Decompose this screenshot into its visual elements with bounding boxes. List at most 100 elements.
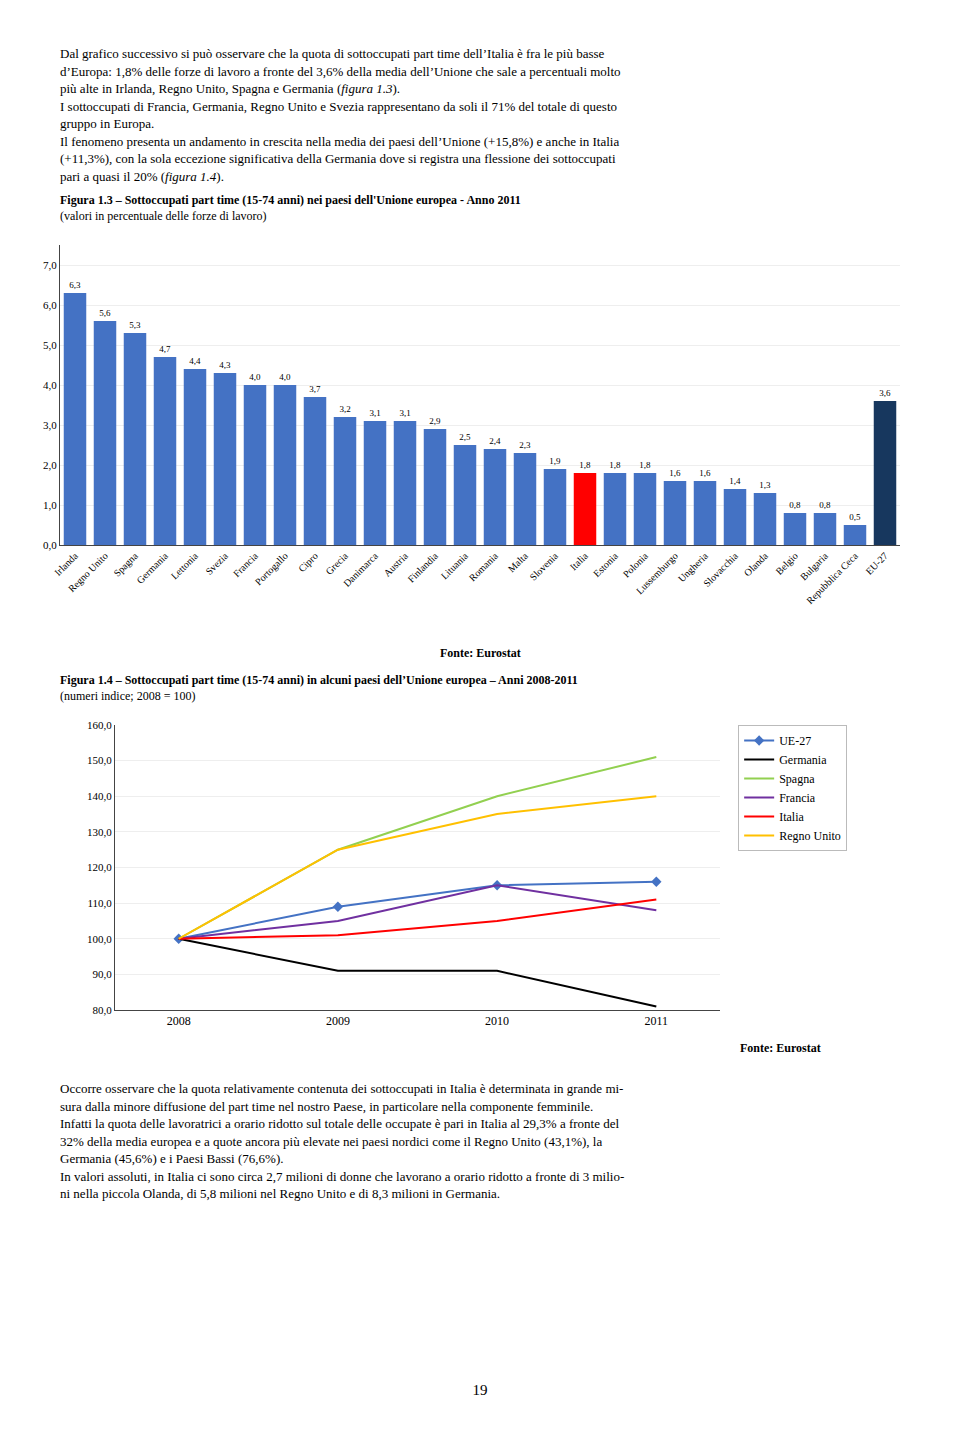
svg-text:Lettonia: Lettonia <box>169 550 201 582</box>
svg-text:80,0: 80,0 <box>93 1004 113 1016</box>
svg-text:Finlandia: Finlandia <box>405 550 440 585</box>
svg-text:Fonte: Eurostat: Fonte: Eurostat <box>740 1041 821 1055</box>
svg-text:Lituania: Lituania <box>439 550 471 582</box>
svg-text:Romania: Romania <box>467 550 501 584</box>
svg-text:Grecia: Grecia <box>323 550 350 577</box>
svg-text:Lussemburgo: Lussemburgo <box>634 550 680 596</box>
svg-text:Belgio: Belgio <box>773 550 800 577</box>
svg-text:Ungheria: Ungheria <box>676 550 710 584</box>
svg-text:Polonia: Polonia <box>621 550 651 580</box>
svg-text:4,4: 4,4 <box>189 356 201 366</box>
svg-text:140,0: 140,0 <box>87 790 112 802</box>
svg-text:0,0: 0,0 <box>43 539 57 551</box>
svg-text:4,3: 4,3 <box>219 360 231 370</box>
svg-text:Regno Unito: Regno Unito <box>66 550 110 594</box>
svg-text:5,6: 5,6 <box>99 308 111 318</box>
html-text:Dal grafico successivo si può: Dal grafico successivo si può osservare … <box>60 46 605 61</box>
svg-text:0,8: 0,8 <box>789 500 801 510</box>
html-text:I sottoccupati di Francia, Ger: I sottoccupati di Francia, Germania, Reg… <box>60 98 617 114</box>
svg-text:Repubblica Ceca: Repubblica Ceca <box>804 550 860 606</box>
svg-text:0,5: 0,5 <box>849 512 861 522</box>
html-text:32% della media europea e a qu: 32% della media europea e a quote ancora… <box>60 1133 603 1149</box>
svg-text:1,6: 1,6 <box>669 468 681 478</box>
svg-text:Spagna: Spagna <box>111 550 140 579</box>
svg-text:1,4: 1,4 <box>729 476 741 486</box>
svg-text:120,0: 120,0 <box>87 861 112 873</box>
svg-text:Figura 1.4 – Sottoccupati part: Figura 1.4 – Sottoccupati part time (15-… <box>60 673 578 703</box>
svg-text:2008: 2008 <box>167 1014 191 1028</box>
svg-text:110,0: 110,0 <box>87 897 112 909</box>
svg-text:100,0: 100,0 <box>87 933 112 945</box>
html-text:19: 19 <box>472 1382 488 1398</box>
html-text:più alte in Irlanda, Regno Uni: più alte in Irlanda, Regno Unito, Spagna… <box>60 81 401 96</box>
svg-text:4,7: 4,7 <box>159 344 171 354</box>
html-text:Occorre osservare che la quota: Occorre osservare che la quota relativam… <box>60 1081 624 1096</box>
svg-text:3,7: 3,7 <box>309 384 321 394</box>
svg-text:2011: 2011 <box>645 1014 669 1028</box>
svg-text:1,0: 1,0 <box>43 499 57 511</box>
svg-text:2,0: 2,0 <box>43 459 57 471</box>
svg-text:Danimarca: Danimarca <box>341 550 380 589</box>
svg-text:4,0: 4,0 <box>43 379 57 391</box>
svg-text:1,8: 1,8 <box>579 460 591 470</box>
svg-text:3,2: 3,2 <box>339 404 350 414</box>
svg-text:3,6: 3,6 <box>879 388 891 398</box>
svg-text:6,3: 6,3 <box>69 280 81 290</box>
svg-text:90,0: 90,0 <box>93 968 113 980</box>
html-text:Il fenomeno presenta un andame: Il fenomeno presenta un andamento in cre… <box>60 133 620 149</box>
svg-text:3,0: 3,0 <box>43 419 57 431</box>
svg-text:EU-27: EU-27 <box>863 550 890 577</box>
svg-text:Italia: Italia <box>779 810 804 824</box>
svg-text:0,8: 0,8 <box>819 500 831 510</box>
svg-text:Regno Unito: Regno Unito <box>779 829 841 843</box>
html-text:In valori assoluti, in Italia: In valori assoluti, in Italia ci sono ci… <box>60 1168 625 1184</box>
html-text:(+11,3%), con la sola eccezion: (+11,3%), con la sola eccezione signific… <box>60 151 616 166</box>
html-text:pari a quasi il 20% (figura 1.: pari a quasi il 20% (figura 1.4). <box>60 168 224 184</box>
svg-text:3,1: 3,1 <box>369 408 380 418</box>
svg-text:Slovenia: Slovenia <box>527 550 560 583</box>
svg-text:Malta: Malta <box>506 550 531 575</box>
svg-text:6,0: 6,0 <box>43 299 57 311</box>
svg-text:150,0: 150,0 <box>87 754 112 766</box>
svg-text:1,6: 1,6 <box>699 468 711 478</box>
svg-text:Cipro: Cipro <box>296 550 320 574</box>
svg-text:Svezia: Svezia <box>203 550 230 577</box>
svg-text:Francia: Francia <box>231 550 260 579</box>
svg-text:7,0: 7,0 <box>43 259 57 271</box>
svg-text:1,3: 1,3 <box>759 480 771 490</box>
svg-text:Fonte: Eurostat: Fonte: Eurostat <box>440 646 521 660</box>
svg-text:2,4: 2,4 <box>489 436 501 446</box>
svg-text:2010: 2010 <box>485 1014 509 1028</box>
svg-text:160,0: 160,0 <box>87 719 112 731</box>
svg-text:1,9: 1,9 <box>549 456 561 466</box>
html-text:sura dalla minore diffusione d: sura dalla minore diffusione del part ti… <box>60 1098 594 1114</box>
svg-text:2,5: 2,5 <box>459 432 471 442</box>
svg-text:Germania: Germania <box>134 550 170 586</box>
svg-text:1,8: 1,8 <box>609 460 621 470</box>
svg-text:130,0: 130,0 <box>87 826 112 838</box>
svg-text:1,8: 1,8 <box>639 460 651 470</box>
svg-text:2009: 2009 <box>326 1014 350 1028</box>
svg-text:5,3: 5,3 <box>129 320 141 330</box>
html-text:gruppo in Europa.: gruppo in Europa. <box>60 116 155 131</box>
svg-text:Spagna: Spagna <box>779 772 815 786</box>
svg-text:Olanda: Olanda <box>742 550 771 579</box>
svg-text:Francia: Francia <box>779 791 816 805</box>
svg-text:Bulgaria: Bulgaria <box>798 550 831 583</box>
svg-text:2,3: 2,3 <box>519 440 531 450</box>
svg-text:5,0: 5,0 <box>43 339 57 351</box>
svg-text:UE-27: UE-27 <box>779 734 811 748</box>
svg-text:4,0: 4,0 <box>279 372 291 382</box>
svg-text:3,1: 3,1 <box>399 408 410 418</box>
svg-text:Germania: Germania <box>779 753 827 767</box>
svg-text:Slovacchia: Slovacchia <box>701 550 740 589</box>
svg-text:2,9: 2,9 <box>429 416 441 426</box>
svg-text:Estonia: Estonia <box>591 550 620 579</box>
svg-text:Austria: Austria <box>381 550 410 579</box>
svg-text:Figura 1.3 – Sottoccupati part: Figura 1.3 – Sottoccupati part time (15-… <box>60 193 521 223</box>
svg-text:Irlanda: Irlanda <box>52 550 80 578</box>
svg-text:Portogallo: Portogallo <box>253 550 290 587</box>
svg-text:4,0: 4,0 <box>249 372 261 382</box>
svg-text:Italia: Italia <box>568 550 591 573</box>
html-text:d’Europa: 1,8% delle forze di: d’Europa: 1,8% delle forze di lavoro a f… <box>60 63 621 79</box>
